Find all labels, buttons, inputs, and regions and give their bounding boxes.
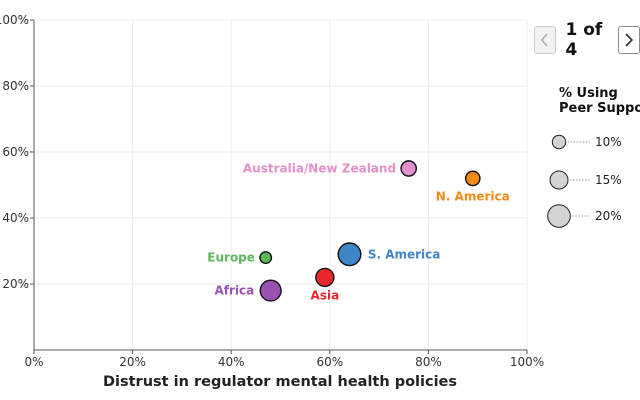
- data-point: [315, 267, 335, 288]
- data-points: Australia/New Zealand N. America S. Americ…: [207, 160, 510, 302]
- legend-title: % Using Peer Suppo: [559, 86, 640, 116]
- next-page-button[interactable]: [617, 26, 640, 54]
- prev-page-button[interactable]: [534, 26, 557, 54]
- legend-label: 20%: [595, 209, 622, 223]
- point-label: Asia: [311, 288, 340, 302]
- legend-title-line: % Using: [559, 86, 618, 101]
- point-label: Africa: [215, 284, 255, 298]
- pager: 1 of 4: [534, 20, 640, 60]
- data-point: [337, 242, 362, 267]
- data-point: [464, 170, 481, 187]
- x-tick-label: 80%: [415, 355, 442, 369]
- page-indicator: 1 of 4: [565, 20, 603, 60]
- data-point: [400, 160, 417, 177]
- legend-label: 15%: [595, 173, 622, 187]
- x-tick-label: 20%: [119, 355, 146, 369]
- point-label: S. America: [368, 247, 441, 261]
- data-point: [259, 251, 273, 265]
- y-tick-label: 40%: [2, 211, 29, 225]
- y-tick-label: 60%: [2, 145, 29, 159]
- axes: 0% 20% 40% 60% 80% 100% 20% 40% 60% 80% 100%: [0, 13, 544, 369]
- x-tick-label: 100%: [510, 355, 544, 369]
- point-label: Europe: [207, 251, 255, 265]
- legend-circle: [551, 134, 567, 150]
- legend-circle: [547, 204, 571, 228]
- data-point: [259, 279, 282, 302]
- y-tick-label: 20%: [2, 277, 29, 291]
- x-tick-label: 0%: [24, 355, 43, 369]
- chevron-left-icon: [541, 33, 548, 47]
- legend-circle: [549, 170, 569, 190]
- x-tick-label: 40%: [218, 355, 245, 369]
- legend-label: 10%: [595, 135, 622, 149]
- y-tick-label: 100%: [0, 13, 29, 27]
- size-legend: 10% 15% 20%: [547, 134, 622, 228]
- x-tick-label: 60%: [316, 355, 343, 369]
- chevron-right-icon: [625, 33, 633, 47]
- grid-lines: [34, 19, 528, 350]
- point-label: Australia/New Zealand: [243, 162, 396, 176]
- point-label: N. America: [436, 190, 510, 204]
- y-tick-label: 80%: [2, 79, 29, 93]
- x-axis-title: Distrust in regulator mental health poli…: [103, 374, 457, 390]
- legend-title-line: Peer Suppo: [559, 101, 640, 116]
